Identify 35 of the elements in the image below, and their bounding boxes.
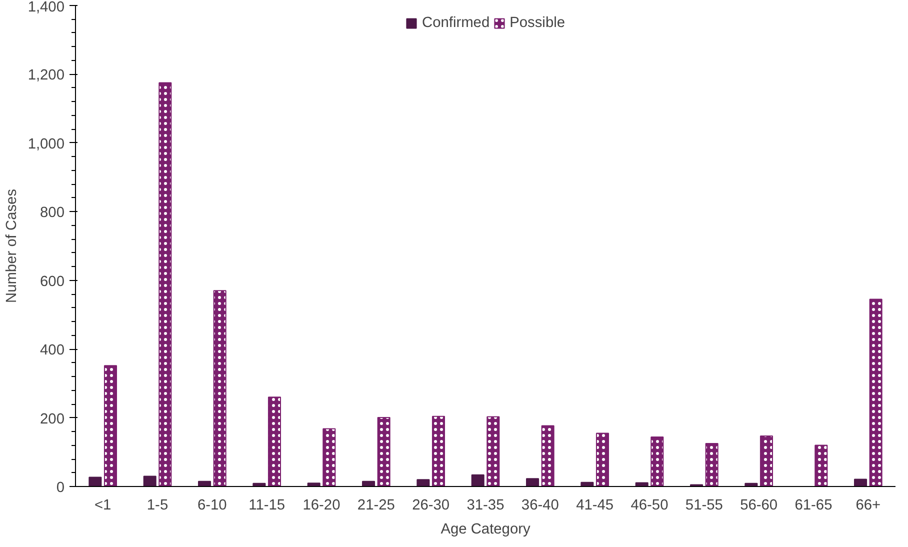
bar [143, 476, 156, 486]
bar [526, 478, 540, 486]
y-tick-label: 400 [40, 342, 65, 359]
y-tick-label: 1,000 [28, 136, 65, 152]
bar [416, 479, 430, 486]
bar [471, 474, 484, 486]
legend-label: Possible [510, 15, 566, 31]
x-tick-label: 21-25 [357, 498, 395, 514]
x-axis-title: Age Category [440, 522, 531, 538]
x-tick-label: 6-10 [198, 498, 227, 514]
bar [88, 476, 102, 486]
x-tick-label: 51-55 [685, 498, 723, 514]
x-tick-label: 11-15 [248, 498, 286, 514]
y-tick-label: 0 [56, 480, 65, 496]
y-axis-title: Number of Cases [4, 188, 20, 304]
bar [854, 478, 868, 486]
x-tick-label: 66+ [856, 498, 881, 514]
y-tick-label: 200 [40, 411, 65, 428]
y-tick-label: 600 [40, 274, 65, 290]
x-tick-label: 41-45 [576, 498, 614, 514]
y-tick-label: 1,200 [28, 68, 65, 84]
y-tick-label: 1,400 [28, 0, 65, 16]
x-tick-label: 46-50 [630, 498, 668, 514]
x-tick-label: 61-65 [794, 498, 832, 514]
x-tick-label: 36-40 [521, 498, 559, 514]
bar [635, 482, 648, 486]
y-tick-label: 800 [40, 205, 65, 222]
bar [307, 482, 320, 486]
x-tick-label: 26-30 [412, 498, 450, 514]
legend-label: Confirmed [422, 15, 490, 31]
x-tick-label: <1 [94, 498, 112, 514]
x-tick-label: 16-20 [302, 498, 340, 514]
x-tick-label: 31-35 [466, 498, 504, 514]
x-tick-label: 1-5 [146, 498, 168, 514]
x-tick-label: 56-60 [740, 498, 778, 514]
